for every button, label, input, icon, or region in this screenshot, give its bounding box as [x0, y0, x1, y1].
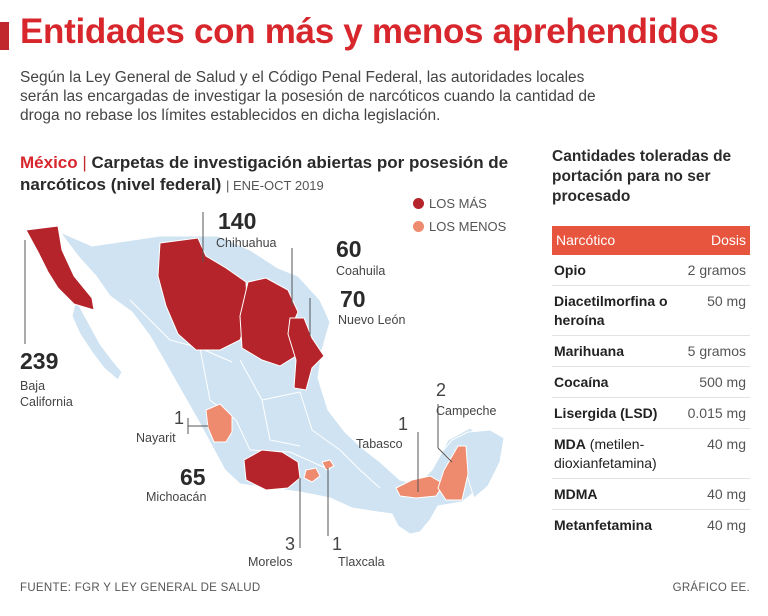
- row-name: MDA (metilen-dioxianfetamina): [554, 435, 682, 473]
- table-row: Diacetilmorfina o heroína 50 mg: [552, 286, 750, 336]
- label-tlaxcala: Tlaxcala: [338, 555, 385, 569]
- footer-credit: GRÁFICO EE.: [672, 582, 750, 594]
- value-baja-california: 239: [20, 348, 59, 374]
- chart-period: ENE-OCT 2019: [232, 178, 324, 193]
- value-chihuahua: 140: [218, 208, 257, 234]
- row-name: Lisergida (LSD): [554, 405, 658, 421]
- row-name: Opio: [554, 262, 586, 278]
- side-table-title: Cantidades toleradas de portación para n…: [552, 148, 732, 205]
- map-baja-peninsula: [71, 298, 123, 381]
- table-row: Cocaína 500 mg: [552, 367, 750, 398]
- row-name: Marihuana: [554, 343, 625, 359]
- row-dose: 40 mg: [707, 486, 746, 502]
- legend-mas-swatch: [413, 198, 424, 209]
- chart-title-text: Carpetas de investigación abiertas por p…: [20, 153, 509, 194]
- state-chihuahua: [157, 237, 249, 351]
- row-dose: 0.015 mg: [687, 405, 746, 421]
- label-nuevo-leon: Nuevo León: [338, 313, 406, 327]
- state-tlaxcala: [321, 459, 335, 471]
- state-nayarit: [205, 403, 233, 443]
- page-title: Entidades con más y menos aprehendidos: [20, 12, 719, 51]
- value-tlaxcala: 1: [332, 534, 343, 554]
- value-morelos: 3: [285, 534, 296, 554]
- label-coahuila: Coahuila: [336, 264, 386, 278]
- map-state-borders: [129, 299, 381, 489]
- label-baja-california-2: California: [20, 395, 73, 409]
- leader-lines: [24, 212, 453, 548]
- label-baja-california-1: Baja: [20, 379, 46, 393]
- label-michoacan: Michoacán: [146, 490, 207, 504]
- row-dose: 5 gramos: [687, 343, 746, 359]
- chart-country: México: [20, 153, 78, 172]
- header-narcotico: Narcótico: [556, 232, 616, 248]
- row-name-sub: (metilen-dioxianfetamina): [554, 436, 657, 471]
- title-accent-bar: [0, 22, 9, 50]
- state-baja-california: [25, 225, 95, 311]
- legend-mas: LOS MÁS: [413, 196, 487, 211]
- header-dosis: Dosis: [710, 232, 746, 248]
- value-michoacan: 65: [180, 464, 206, 490]
- legend-mas-label: LOS MÁS: [429, 196, 487, 211]
- label-nayarit: Nayarit: [136, 431, 176, 445]
- table-row: MDMA 40 mg: [552, 479, 750, 510]
- value-nuevo-leon: 70: [340, 286, 366, 312]
- legend-menos-label: LOS MENOS: [429, 219, 507, 234]
- chart-period-separator: |: [225, 178, 233, 193]
- row-name-main: MDA: [554, 436, 586, 452]
- row-dose: 40 mg: [707, 436, 746, 452]
- footer-source: FUENTE: FGR Y LEY GENERAL DE SALUD: [20, 582, 261, 594]
- value-coahuila: 60: [336, 236, 362, 262]
- table-row: Metanfetamina 40 mg: [552, 510, 750, 540]
- value-nayarit: 1: [174, 408, 185, 428]
- row-dose: 500 mg: [699, 374, 746, 390]
- title-separator: |: [82, 153, 92, 172]
- state-campeche: [437, 445, 469, 501]
- label-tabasco: Tabasco: [356, 437, 403, 451]
- chart-title: México | Carpetas de investigación abier…: [20, 152, 540, 197]
- row-name: Cocaína: [554, 374, 609, 390]
- legend-menos-swatch: [413, 221, 424, 232]
- label-morelos: Morelos: [248, 555, 293, 569]
- row-dose: 40 mg: [707, 517, 746, 533]
- value-tabasco: 1: [398, 414, 409, 434]
- row-name: MDMA: [554, 486, 598, 502]
- map-mainland: [58, 230, 483, 535]
- table-row: Marihuana 5 gramos: [552, 336, 750, 367]
- value-campeche: 2: [436, 380, 447, 400]
- table-row: Lisergida (LSD) 0.015 mg: [552, 398, 750, 429]
- table-row: Opio 2 gramos: [552, 255, 750, 286]
- row-dose: 50 mg: [707, 293, 746, 309]
- row-name: Metanfetamina: [554, 517, 653, 533]
- table-header: Narcótico Dosis: [552, 226, 750, 255]
- intro-text: Según la Ley General de Salud y el Códig…: [20, 69, 596, 124]
- row-name: Diacetilmorfina o heroína: [554, 293, 668, 328]
- label-campeche: Campeche: [436, 404, 497, 418]
- table-row: MDA (metilen-dioxianfetamina) 40 mg: [552, 429, 750, 479]
- state-morelos: [303, 467, 321, 483]
- tolerance-table: Narcótico Dosis Opio 2 gramos Diacetilmo…: [552, 226, 750, 540]
- row-dose: 2 gramos: [687, 262, 746, 278]
- state-nuevo-leon: [287, 317, 325, 391]
- label-chihuahua: Chihuahua: [216, 236, 277, 250]
- legend-menos: LOS MENOS: [413, 219, 506, 234]
